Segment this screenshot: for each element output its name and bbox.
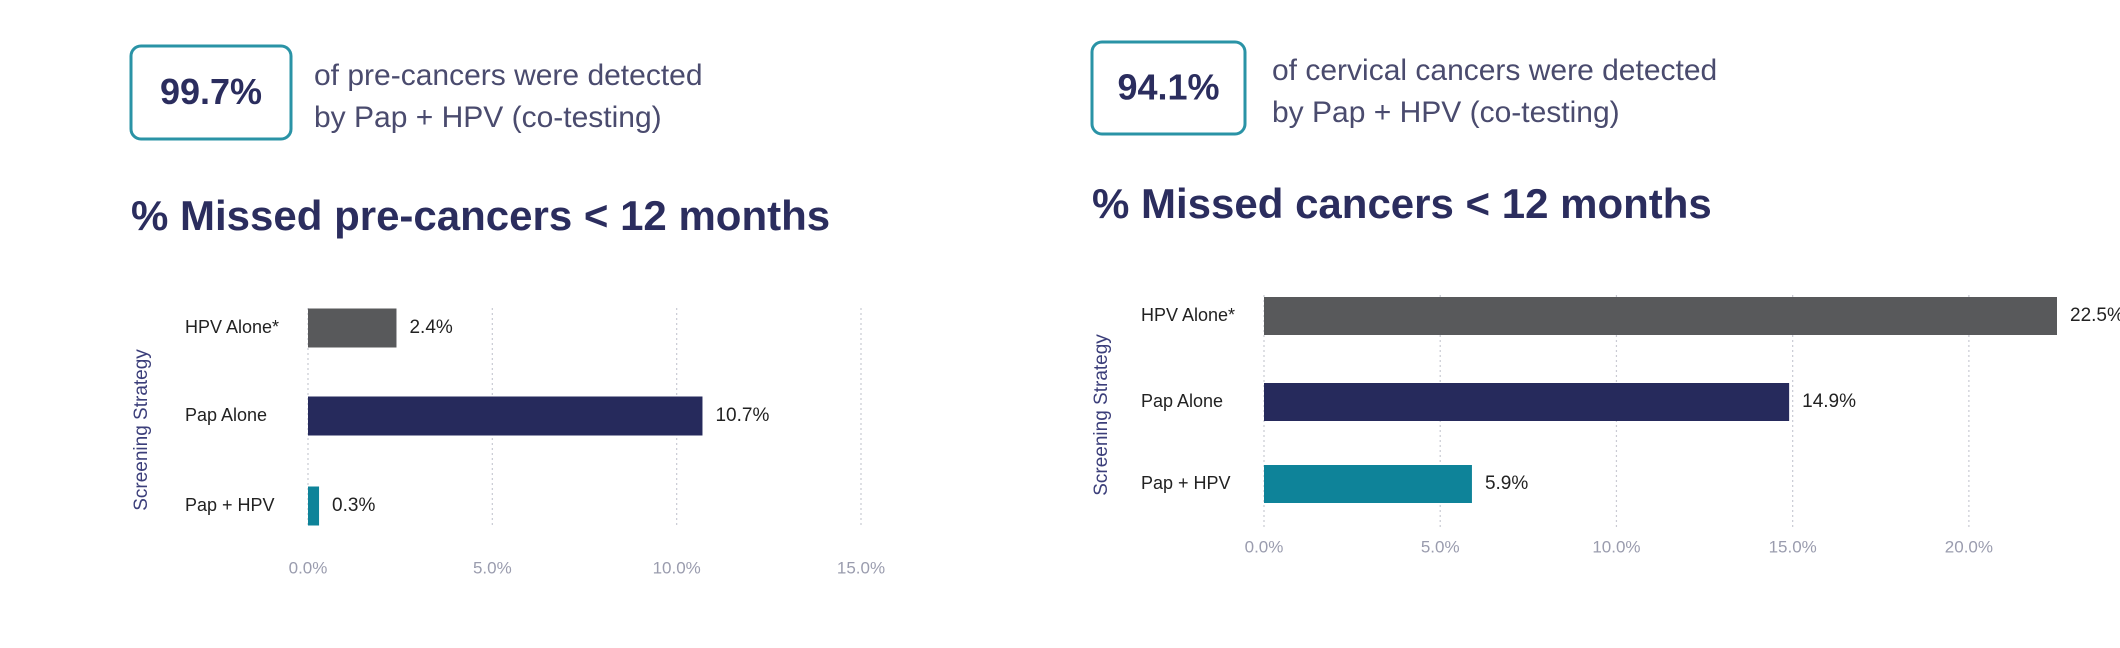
stat-box — [1090, 40, 1247, 136]
stat-value: 99.7% — [160, 71, 262, 112]
value-label: 22.5% — [2070, 305, 2120, 326]
stat-description: by Pap + HPV (co-testing) — [314, 101, 662, 134]
category-label: Pap Alone — [1141, 391, 1223, 411]
y-axis-label: Screening Strategy — [131, 349, 152, 511]
x-tick-label: 15.0% — [837, 558, 885, 577]
x-tick-label: 15.0% — [1769, 537, 1817, 556]
bar — [308, 308, 397, 348]
category-label: HPV Alone* — [185, 317, 279, 337]
x-tick-label: 5.0% — [473, 558, 512, 577]
category-label: Pap Alone — [185, 405, 267, 425]
stat-value: 94.1% — [1117, 67, 1219, 108]
x-tick-label: 0.0% — [289, 558, 328, 577]
y-axis-label: Screening Strategy — [1091, 334, 1112, 496]
x-tick-label: 5.0% — [1421, 537, 1460, 556]
stat-description: by Pap + HPV (co-testing) — [1272, 96, 1620, 129]
stat-box — [129, 44, 293, 141]
value-label: 5.9% — [1485, 473, 1528, 494]
bar — [1264, 297, 2057, 335]
chart-title: % Missed cancers < 12 months — [1092, 180, 1712, 227]
category-label: Pap + HPV — [185, 495, 275, 515]
x-tick-label: 10.0% — [653, 558, 701, 577]
value-label: 0.3% — [332, 495, 375, 516]
x-tick-label: 0.0% — [1245, 537, 1284, 556]
bar — [1264, 383, 1790, 421]
bar — [308, 486, 320, 526]
stat-description: of pre-cancers were detected — [314, 59, 703, 92]
category-label: HPV Alone* — [1141, 305, 1235, 325]
stat-description: of cervical cancers were detected — [1272, 54, 1717, 87]
category-label: Pap + HPV — [1141, 473, 1231, 493]
bar — [1264, 465, 1472, 503]
value-label: 14.9% — [1802, 391, 1856, 412]
value-label: 10.7% — [715, 405, 769, 426]
x-tick-label: 10.0% — [1592, 537, 1640, 556]
bar — [308, 396, 703, 436]
chart-title: % Missed pre-cancers < 12 months — [131, 192, 830, 239]
value-label: 2.4% — [409, 317, 452, 338]
x-tick-label: 20.0% — [1945, 537, 1993, 556]
